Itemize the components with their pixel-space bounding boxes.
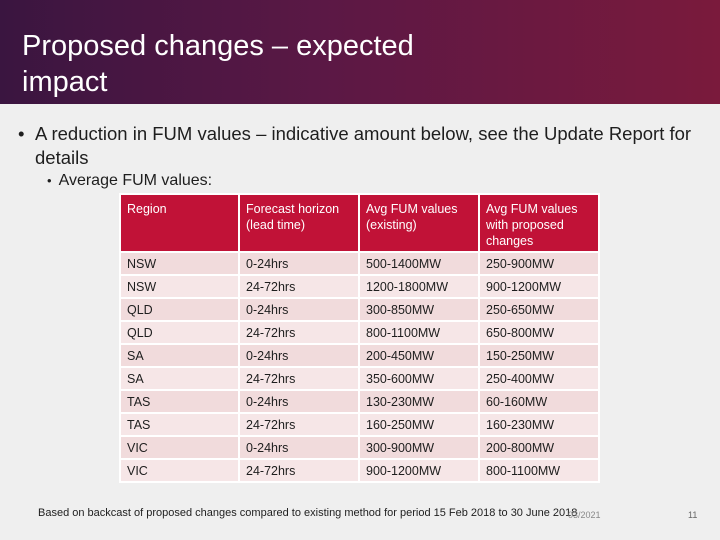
cell-proposed: 200-800MW <box>478 435 600 460</box>
cell-region: VIC <box>119 458 240 483</box>
cell-existing: 350-600MW <box>358 366 480 391</box>
cell-proposed: 900-1200MW <box>478 274 600 299</box>
cell-horizon: 24-72hrs <box>238 274 360 299</box>
cell-region: NSW <box>119 251 240 276</box>
cell-proposed: 650-800MW <box>478 320 600 345</box>
cell-horizon: 24-72hrs <box>238 366 360 391</box>
cell-horizon: 24-72hrs <box>238 458 360 483</box>
cell-region: NSW <box>119 274 240 299</box>
cell-horizon: 0-24hrs <box>238 251 360 276</box>
cell-region: TAS <box>119 412 240 437</box>
cell-existing: 300-850MW <box>358 297 480 322</box>
slide-title: Proposed changes – expected impact <box>22 30 414 98</box>
table-row: SA 0-24hrs 200-450MW 150-250MW <box>119 343 600 368</box>
cell-proposed: 800-1100MW <box>478 458 600 483</box>
cell-proposed: 160-230MW <box>478 412 600 437</box>
cell-horizon: 0-24hrs <box>238 297 360 322</box>
table-row: QLD 24-72hrs 800-1100MW 650-800MW <box>119 320 600 345</box>
column-header-existing: Avg FUM values (existing) <box>358 193 480 253</box>
column-header-horizon: Forecast horizon (lead time) <box>238 193 360 253</box>
bullet-icon: • <box>47 173 52 188</box>
table-row: NSW 24-72hrs 1200-1800MW 900-1200MW <box>119 274 600 299</box>
cell-existing: 160-250MW <box>358 412 480 437</box>
cell-region: VIC <box>119 435 240 460</box>
footnote: Based on backcast of proposed changes co… <box>38 507 578 519</box>
cell-region: SA <box>119 343 240 368</box>
cell-region: QLD <box>119 297 240 322</box>
cell-existing: 1200-1800MW <box>358 274 480 299</box>
cell-existing: 130-230MW <box>358 389 480 414</box>
table-row: VIC 0-24hrs 300-900MW 200-800MW <box>119 435 600 460</box>
table-row: SA 24-72hrs 350-600MW 250-400MW <box>119 366 600 391</box>
cell-horizon: 0-24hrs <box>238 389 360 414</box>
cell-horizon: 24-72hrs <box>238 412 360 437</box>
cell-existing: 200-450MW <box>358 343 480 368</box>
cell-proposed: 250-900MW <box>478 251 600 276</box>
table-header-row: Region Forecast horizon (lead time) Avg … <box>119 193 600 253</box>
table-row: NSW 0-24hrs 500-1400MW 250-900MW <box>119 251 600 276</box>
table-row: VIC 24-72hrs 900-1200MW 800-1100MW <box>119 458 600 483</box>
cell-proposed: 250-400MW <box>478 366 600 391</box>
cell-region: QLD <box>119 320 240 345</box>
cell-horizon: 0-24hrs <box>238 343 360 368</box>
fum-table: Region Forecast horizon (lead time) Avg … <box>119 193 600 483</box>
cell-horizon: 24-72hrs <box>238 320 360 345</box>
cell-proposed: 250-650MW <box>478 297 600 322</box>
column-header-proposed: Avg FUM values with proposed changes <box>478 193 600 253</box>
table-row: QLD 0-24hrs 300-850MW 250-650MW <box>119 297 600 322</box>
cell-horizon: 0-24hrs <box>238 435 360 460</box>
slide-date: 03/2021 <box>568 510 601 520</box>
cell-existing: 900-1200MW <box>358 458 480 483</box>
main-bullet: • A reduction in FUM values – indicative… <box>18 122 698 170</box>
cell-existing: 800-1100MW <box>358 320 480 345</box>
column-header-region: Region <box>119 193 240 253</box>
sub-bullet-text: Average FUM values: <box>58 172 213 189</box>
cell-existing: 500-1400MW <box>358 251 480 276</box>
cell-proposed: 60-160MW <box>478 389 600 414</box>
table-row: TAS 24-72hrs 160-250MW 160-230MW <box>119 412 600 437</box>
bullet-icon: • <box>18 123 25 144</box>
main-bullet-text: A reduction in FUM values – indicative a… <box>35 123 692 168</box>
sub-bullet: • Average FUM values: <box>47 171 212 191</box>
cell-proposed: 150-250MW <box>478 343 600 368</box>
page-number: 11 <box>688 510 698 520</box>
cell-region: SA <box>119 366 240 391</box>
cell-region: TAS <box>119 389 240 414</box>
cell-existing: 300-900MW <box>358 435 480 460</box>
table-row: TAS 0-24hrs 130-230MW 60-160MW <box>119 389 600 414</box>
title-bar: Proposed changes – expected impact <box>0 0 720 104</box>
